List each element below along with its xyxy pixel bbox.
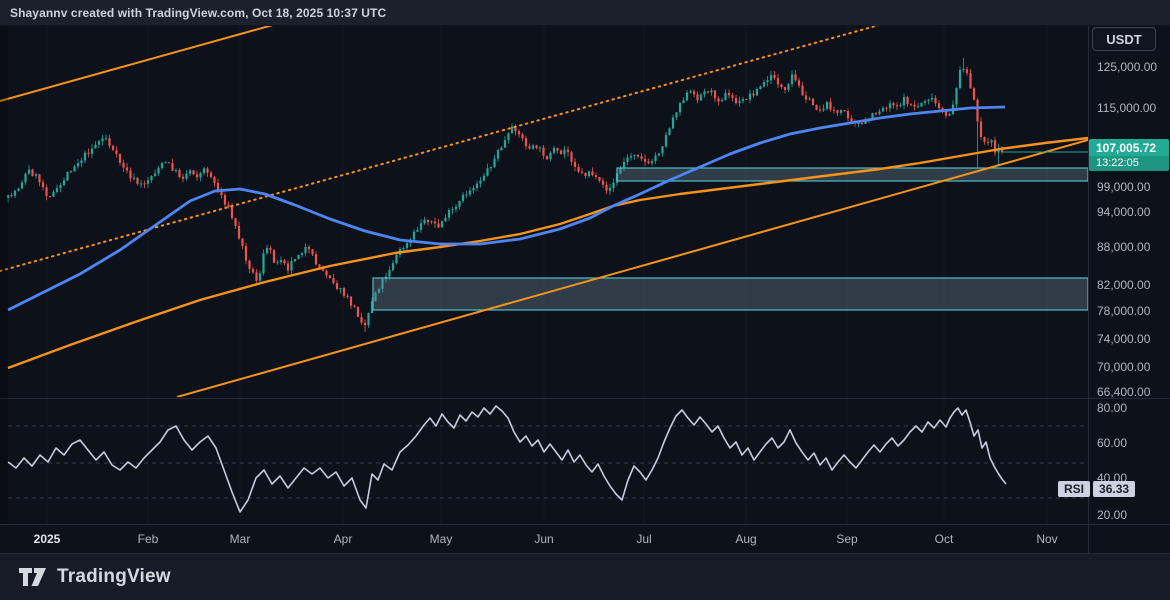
time-tick-label: May xyxy=(429,531,453,546)
last-price-label: 107,005.72 13:22:05 xyxy=(1089,139,1169,171)
time-tick-label: Aug xyxy=(735,531,757,546)
price-tick-label: 88,000.00 xyxy=(1097,240,1151,254)
attribution-bar: Shayannv created with TradingView.com, O… xyxy=(0,0,1170,26)
ma-50-line[interactable] xyxy=(7,105,1006,312)
left-margin xyxy=(0,26,8,524)
quote-currency-badge[interactable]: USDT xyxy=(1092,27,1156,51)
price-chart-canvas[interactable] xyxy=(0,0,1170,553)
supply-demand-zone[interactable] xyxy=(372,277,1088,311)
price-tick-label: 78,000.00 xyxy=(1097,304,1151,318)
attribution-text: Shayannv created with TradingView.com, O… xyxy=(10,5,387,20)
channel-lower-line[interactable] xyxy=(176,139,1088,397)
price-tick-label: 99,000.00 xyxy=(1097,180,1151,194)
time-tick-label: Nov xyxy=(1036,531,1058,546)
price-tick-label: 125,000.00 xyxy=(1097,60,1158,74)
rsi-value: 36.33 xyxy=(1093,481,1136,497)
candlesticks xyxy=(6,58,1004,332)
time-tick-label: 2025 xyxy=(33,531,61,546)
rsi-tick-label: 80.00 xyxy=(1097,401,1128,415)
price-tick-label: 66,400.00 xyxy=(1097,385,1151,399)
footer-bar: TradingView xyxy=(0,553,1170,600)
time-tick-label: Mar xyxy=(229,531,251,546)
tradingview-wordmark[interactable]: TradingView xyxy=(57,566,171,587)
time-tick-label: Sep xyxy=(836,531,858,546)
supply-demand-zone[interactable] xyxy=(616,167,1088,182)
rsi-tick-label: 20.00 xyxy=(1097,508,1128,522)
tradingview-logo-icon[interactable] xyxy=(18,566,48,588)
time-tick-label: Oct xyxy=(934,531,954,546)
price-tick-label: 115,000.00 xyxy=(1097,101,1157,115)
price-tick-label: 74,000.00 xyxy=(1097,332,1151,346)
bar-countdown: 13:22:05 xyxy=(1089,156,1169,171)
channel-upper-line[interactable] xyxy=(0,23,280,102)
price-axis[interactable]: 125,000.00 115,000.00 99,000.00 94,000.00 88… xyxy=(1088,25,1170,553)
rsi-line xyxy=(7,405,1007,513)
rsi-tick-label: 60.00 xyxy=(1097,436,1128,450)
last-price-value: 107,005.72 xyxy=(1089,139,1169,156)
time-tick-label: Feb xyxy=(137,531,159,546)
price-tick-label: 70,000.00 xyxy=(1097,360,1151,374)
price-tick-label: 94,000.00 xyxy=(1097,205,1151,219)
main-pane[interactable] xyxy=(0,23,1088,397)
rsi-pane[interactable] xyxy=(7,405,1088,513)
rsi-indicator-label: RSI xyxy=(1058,481,1091,497)
time-tick-label: Apr xyxy=(333,531,353,546)
time-axis[interactable]: 2025 Feb Mar Apr May Jun Jul Aug Sep Oct Nov xyxy=(0,524,1088,553)
time-tick-label: Jun xyxy=(534,531,554,546)
time-tick-label: Jul xyxy=(636,531,652,546)
price-tick-label: 82,000.00 xyxy=(1097,278,1151,292)
rsi-value-labels: RSI 36.33 xyxy=(1058,481,1136,497)
